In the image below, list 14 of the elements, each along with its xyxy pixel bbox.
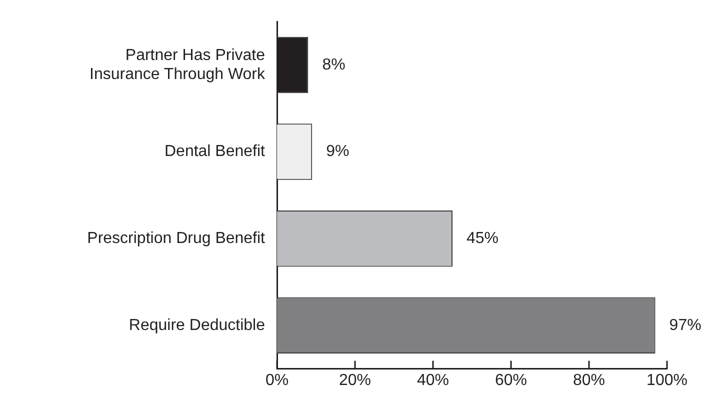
x-tick-label: 20% bbox=[338, 372, 372, 389]
x-tick-label: 60% bbox=[494, 372, 528, 389]
data-label: 9% bbox=[326, 143, 350, 160]
y-tick-label: Prescription Drug Benefit bbox=[87, 230, 266, 248]
data-label: 8% bbox=[322, 56, 346, 74]
y-tick-label: Require Deductible bbox=[128, 316, 266, 334]
data-label: 45% bbox=[466, 230, 499, 248]
x-tick-label: 40% bbox=[416, 372, 450, 389]
y-tick-label: Dental Benefit bbox=[164, 143, 266, 160]
x-tick-label: 0% bbox=[265, 372, 289, 389]
y-tick-label: Partner Has Private Insurance Through Work bbox=[90, 46, 266, 84]
x-tick-label: 80% bbox=[572, 372, 606, 389]
data-label: 97% bbox=[669, 316, 702, 334]
x-tick-label: 100% bbox=[646, 372, 688, 389]
